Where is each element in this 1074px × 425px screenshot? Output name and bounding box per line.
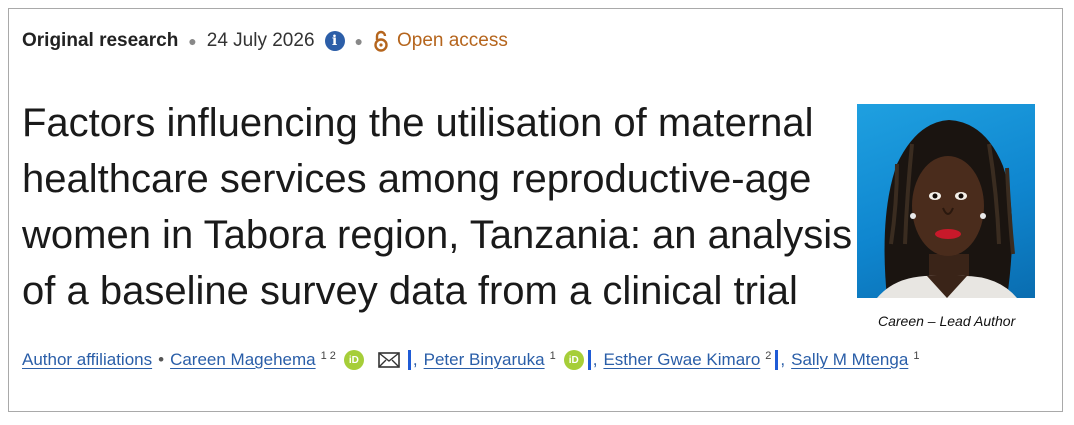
photo-caption: Careen – Lead Author: [878, 313, 1016, 329]
author-comma: ,: [412, 350, 418, 369]
author-comma: ,: [592, 350, 598, 369]
orcid-icon[interactable]: iD: [563, 350, 584, 370]
affiliation-sup: 2: [765, 350, 772, 362]
author-link[interactable]: Esther Gwae Kimaro: [603, 350, 761, 369]
meta-separator: ●: [188, 33, 197, 49]
open-lock-icon: [374, 30, 388, 52]
affiliation-sup: 1: [913, 350, 920, 362]
article-meta: Original research ● 24 July 2026 i ● Ope…: [22, 30, 508, 52]
focus-marker: [775, 350, 779, 370]
author-separator: •: [158, 350, 165, 369]
focus-marker: [587, 350, 591, 370]
affiliation-sup: 1: [549, 350, 556, 362]
author-list: Author affiliations • Careen Magehema 1 …: [22, 350, 919, 370]
affiliation-sup: 1 2: [320, 350, 336, 362]
author-affiliations-link[interactable]: Author affiliations: [22, 350, 153, 369]
author-photo: [857, 104, 1035, 298]
focus-marker: [407, 350, 411, 370]
info-icon[interactable]: i: [324, 31, 345, 51]
publication-date: 24 July 2026: [206, 30, 315, 51]
author-comma: ,: [780, 350, 786, 369]
author-link[interactable]: Sally M Mtenga: [791, 350, 909, 369]
orcid-icon[interactable]: iD: [343, 350, 364, 370]
mail-icon[interactable]: [378, 352, 400, 368]
open-access-badge[interactable]: Open access: [373, 30, 508, 52]
open-access-label: Open access: [396, 30, 508, 51]
author-link[interactable]: Careen Magehema: [170, 350, 316, 369]
author-link[interactable]: Peter Binyaruka: [423, 350, 545, 369]
article-title: Factors influencing the utilisation of m…: [22, 101, 853, 313]
meta-separator: ●: [354, 33, 363, 49]
article-type: Original research: [22, 30, 179, 51]
